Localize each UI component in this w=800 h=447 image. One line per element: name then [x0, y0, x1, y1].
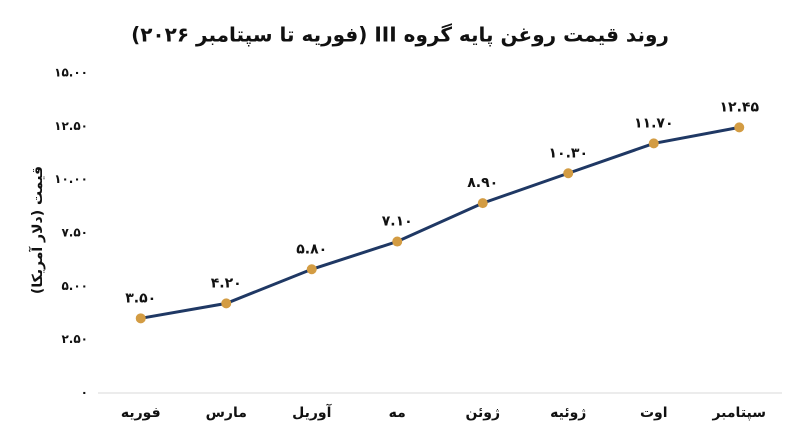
value-label: ۷.۱۰	[382, 214, 413, 230]
y-tick-label: ۱۰.۰۰	[54, 172, 88, 186]
marker	[734, 122, 745, 133]
marker	[477, 198, 488, 209]
y-tick-label: ۱۲.۵۰	[54, 119, 88, 133]
marker	[306, 264, 317, 275]
value-label: ۱۱.۷۰	[634, 115, 674, 131]
chart-title: روند قیمت روغن پایه گروه III (فوریه تا س…	[131, 23, 669, 48]
x-tick-label: اوت	[640, 405, 668, 421]
x-tick-label: مارس	[206, 405, 247, 421]
y-tick-label: ۵.۰۰	[61, 279, 88, 293]
marker	[392, 236, 403, 247]
y-tick-label: ۱۵.۰۰	[54, 66, 88, 80]
value-label: ۸.۹۰	[467, 175, 498, 191]
marker	[221, 298, 232, 309]
y-tick-label: ۷.۵۰	[61, 226, 88, 240]
marker	[648, 138, 659, 149]
value-label: ۱۰.۳۰	[549, 145, 589, 161]
marker	[135, 313, 146, 324]
x-tick-label: ژوئن	[465, 405, 500, 421]
x-tick-label: مه	[389, 405, 406, 421]
x-tick-label: سپتامبر	[711, 405, 766, 421]
value-label: ۳.۵۰	[125, 290, 156, 306]
x-tick-label: فوریه	[121, 405, 161, 421]
x-tick-label: ژوئیه	[550, 405, 586, 421]
y-tick-label: ۰	[81, 386, 88, 400]
y-tick-label: ۲.۵۰	[61, 332, 88, 346]
value-label: ۱۲.۴۵	[720, 99, 760, 115]
value-label: ۴.۲۰	[211, 275, 242, 291]
x-tick-label: آوریل	[292, 403, 333, 421]
value-label: ۵.۸۰	[296, 241, 327, 257]
y-axis-label: قیمت (دلار آمریکا)	[28, 166, 46, 294]
line	[140, 125, 740, 320]
marker	[563, 168, 574, 179]
